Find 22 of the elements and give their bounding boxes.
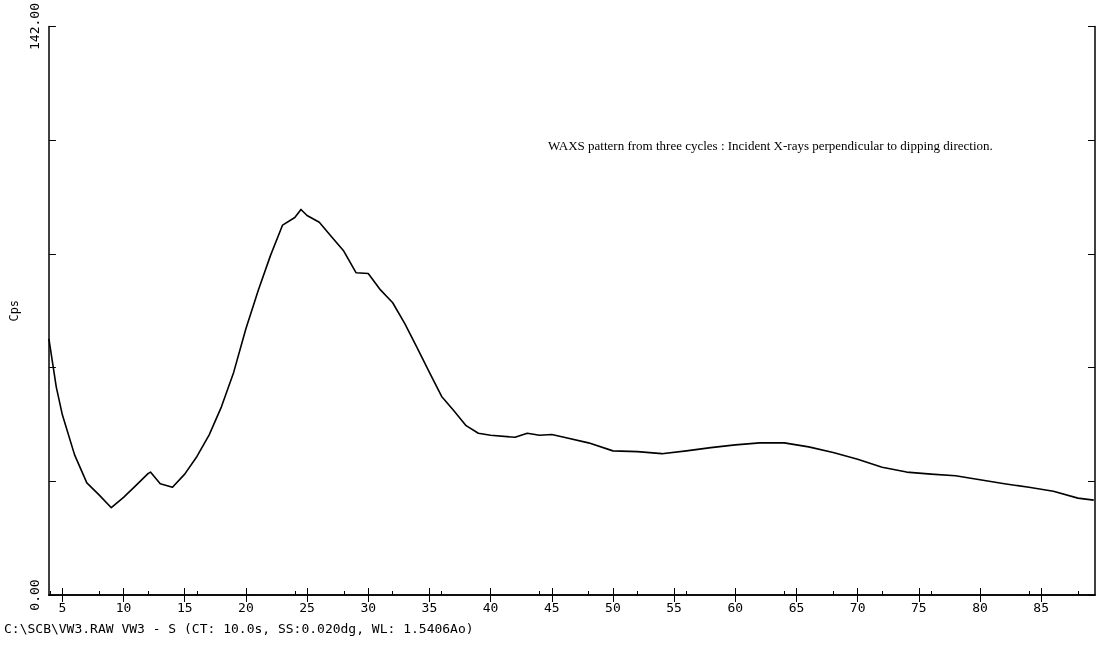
x-tick-label: 20 [238, 600, 254, 615]
x-tick-label: 65 [788, 600, 805, 615]
x-tick-label: 30 [360, 600, 377, 615]
text: C:\SCB\VW3.RAW VW3 - S (CT: 10.0s, SS:0.020dg, WL: 1.5406Ao) [4, 621, 474, 636]
x-tick-label: 35 [421, 600, 438, 615]
x-tick-label: 80 [972, 600, 988, 615]
y-axis-title: Cps [7, 299, 21, 322]
x-tick-label: 60 [727, 600, 744, 615]
annotation: WAXS pattern from three cycles : Incident X-rays perpendicular to dipping direction. [548, 137, 993, 153]
x-tick-label: 40 [482, 600, 499, 615]
y-tick-label: 142.00 [26, 3, 42, 50]
y-tick-label: 0.00 [26, 579, 42, 611]
x-tick-label: 45 [543, 600, 560, 615]
x-tick-label: 85 [1033, 600, 1049, 615]
x-tick-label: 75 [910, 600, 927, 615]
x-tick-label: 70 [849, 600, 866, 615]
x-tick-label: 10 [115, 600, 132, 615]
x-tick-label: 25 [299, 600, 315, 615]
x-tick-label: 55 [666, 600, 682, 615]
x-tick-label: 15 [176, 600, 193, 615]
x-tick-label: 50 [605, 600, 621, 615]
x-tick-label: 5 [58, 600, 67, 615]
